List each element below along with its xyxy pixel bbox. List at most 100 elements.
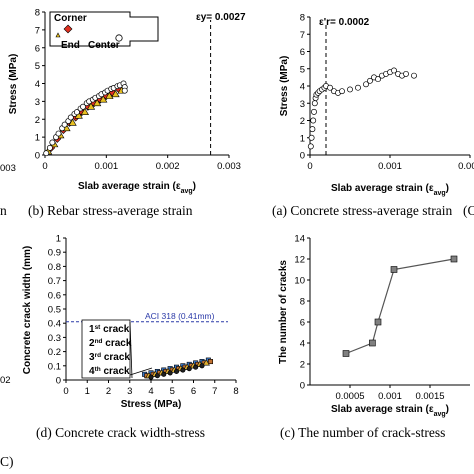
crack-label-pointer — [129, 367, 153, 376]
data-point — [355, 84, 361, 91]
data-point — [339, 88, 345, 95]
number-of-cracks-chart: 0 2 4 6 8 10 12 14 0.0005 0.001 0.0015 Slab averag… — [278, 234, 470, 440]
rebar-stress-chart: 0 1 2 3 4 5 6 7 8 0 0.001 0.002 0.003 Corner End Cen… — [8, 8, 246, 219]
yield-strain-label: εy= 0.0027 — [196, 12, 246, 23]
data-point — [411, 72, 417, 79]
data-point — [111, 90, 120, 98]
data-point — [375, 76, 381, 83]
y-tick-label: 0 — [56, 376, 61, 387]
crack-width-chart: 0 0.1 0.2 0.3 0.4 0.5 0.6 0.7 0.8 0.9 1 0 1 2 3 4 5 6 7 8 A… — [22, 234, 239, 441]
data-point — [49, 139, 56, 146]
x-tick-label: 0 — [42, 161, 47, 172]
y-tick-label: 6 — [35, 43, 40, 54]
x-tick-label: 0 — [63, 386, 68, 397]
x-tick-label: 1 — [85, 386, 90, 397]
data-point — [46, 144, 53, 151]
x-axis-label: Slab average strain (εavg) — [331, 404, 449, 418]
x-axis-label: Slab average strain (εavg) — [331, 183, 449, 197]
data-point — [99, 95, 108, 103]
y-tick-label: 2 — [35, 115, 40, 126]
data-point — [43, 150, 50, 157]
data-point — [327, 84, 333, 91]
y-tick-label: 0.7 — [48, 276, 61, 287]
y-axis-label: Stress (MPa) — [8, 54, 19, 115]
x-tick-label: 6 — [191, 386, 196, 397]
data-point — [167, 370, 173, 376]
y-tick-label: 1 — [56, 234, 61, 245]
data-point — [193, 364, 199, 370]
crack-label: 3rd crack — [89, 352, 130, 364]
y-tick-label: 14 — [294, 234, 305, 245]
data-point — [311, 100, 318, 107]
crack-label: 1st crack — [89, 324, 130, 336]
legend-slab: Corner End Center — [49, 11, 159, 51]
data-point — [369, 339, 376, 347]
edge-fragment-tick-mid: 02 — [0, 375, 11, 386]
x-tick-label: 3 — [127, 386, 132, 397]
y-tick-label: 0.4 — [48, 319, 61, 330]
caption: (d) Concrete crack width-stress — [36, 425, 205, 440]
legend-end-label: End — [61, 40, 80, 51]
x-tick-label: 5 — [170, 386, 175, 397]
data-point — [342, 350, 350, 357]
legend-center-marker — [115, 34, 123, 42]
x-tick-label: 0.0015 — [415, 391, 444, 402]
data-point — [80, 103, 86, 110]
data-point — [363, 81, 369, 88]
data-point — [450, 255, 458, 263]
y-tick-label: 2 — [300, 360, 305, 371]
data-point — [308, 134, 315, 141]
y-tick-label: 5 — [300, 64, 305, 75]
legend-center-label: Center — [88, 40, 120, 51]
data-point — [180, 367, 186, 373]
data-point — [311, 108, 317, 115]
y-tick-label: 4 — [35, 79, 40, 90]
x-tick-label: 0.001 — [94, 161, 118, 172]
x-tick-label: 0.003 — [217, 161, 241, 172]
x-tick-label: 0.001 — [378, 161, 402, 172]
y-tick-label: 0.2 — [48, 347, 61, 358]
y-axis-label: Concrete crack width (mm) — [22, 246, 33, 374]
y-tick-label: 6 — [300, 47, 305, 58]
data-point — [309, 126, 316, 133]
x-tick-label: 7 — [212, 386, 217, 397]
y-tick-label: 4 — [300, 339, 305, 350]
data-point — [403, 70, 409, 77]
y-tick-label: 0 — [300, 151, 305, 162]
caption: (a) Concrete stress-average strain — [272, 203, 453, 218]
y-tick-label: 1 — [300, 133, 305, 144]
crack-labels-box: 1st crack 2nd crack 3rd crack 4th crack — [81, 319, 153, 379]
y-tick-label: 0.9 — [48, 248, 61, 259]
data-point — [391, 67, 397, 74]
y-tick-label: 0.1 — [48, 361, 61, 372]
caption: (b) Rebar stress-average strain — [28, 203, 193, 218]
x-tick-label: 0.002 — [156, 161, 180, 172]
data-point — [367, 77, 373, 84]
data-point — [73, 109, 80, 116]
data-point — [374, 318, 382, 326]
crack-label: 2nd crack — [89, 338, 132, 350]
y-axis-label: The number of cracks — [278, 260, 289, 364]
x-tick-label: 0.002 — [458, 161, 474, 172]
tension-strain-label: ε'r= 0.0002 — [319, 17, 370, 28]
y-tick-label: 2 — [300, 116, 305, 127]
x-tick-label: 2 — [106, 386, 111, 397]
edge-fragment-caption-right: (C) — [463, 203, 474, 218]
y-tick-label: 7 — [35, 25, 40, 36]
legend-corner-marker — [63, 24, 73, 34]
legend-corner-label: Corner — [54, 13, 87, 24]
x-axis-label: Slab average strain (εavg) — [78, 181, 196, 195]
x-tick-label: 0.0005 — [335, 391, 364, 402]
data-point — [208, 359, 214, 365]
y-tick-label: 0.3 — [48, 333, 61, 344]
data-point — [307, 143, 314, 150]
y-tick-label: 0 — [35, 151, 40, 162]
y-tick-label: 5 — [35, 61, 40, 72]
y-tick-label: 3 — [300, 99, 305, 110]
crack-label-bracket — [129, 321, 133, 379]
x-tick-label: 8 — [233, 386, 238, 397]
y-tick-label: 7 — [300, 30, 305, 41]
y-tick-label: 8 — [300, 297, 305, 308]
data-point — [61, 121, 68, 128]
data-point — [80, 107, 89, 115]
